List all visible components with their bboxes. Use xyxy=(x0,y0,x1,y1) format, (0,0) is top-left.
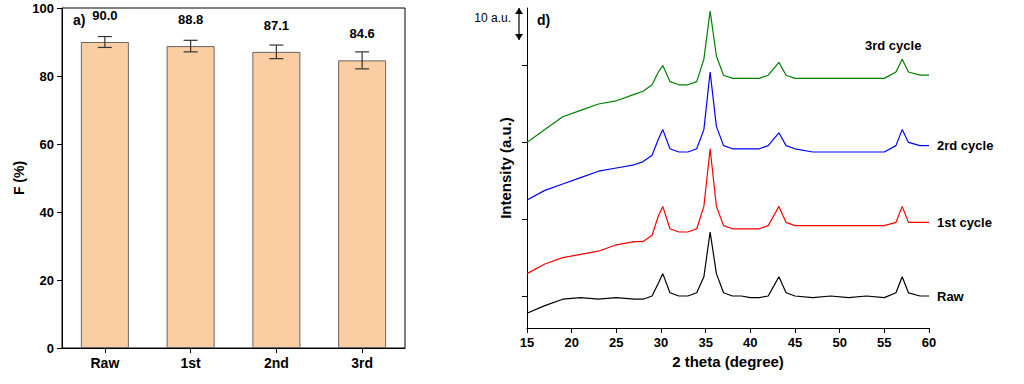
svg-text:88.8: 88.8 xyxy=(178,12,203,27)
svg-text:20: 20 xyxy=(564,335,578,350)
svg-text:2rd cycle: 2rd cycle xyxy=(937,138,993,153)
svg-text:84.6: 84.6 xyxy=(349,26,374,41)
svg-text:90.0: 90.0 xyxy=(92,8,117,23)
svg-text:0: 0 xyxy=(47,341,54,356)
svg-text:55: 55 xyxy=(877,335,891,350)
svg-text:25: 25 xyxy=(609,335,623,350)
svg-text:100: 100 xyxy=(32,1,54,16)
svg-text:2 theta (degree): 2 theta (degree) xyxy=(672,353,784,370)
svg-text:1st cycle: 1st cycle xyxy=(937,215,992,230)
svg-text:45: 45 xyxy=(788,335,802,350)
svg-text:20: 20 xyxy=(40,273,54,288)
svg-text:a): a) xyxy=(73,12,85,28)
svg-text:10 a.u.: 10 a.u. xyxy=(474,11,511,25)
svg-text:87.1: 87.1 xyxy=(264,18,289,33)
svg-text:60: 60 xyxy=(922,335,936,350)
svg-text:35: 35 xyxy=(698,335,712,350)
svg-text:50: 50 xyxy=(832,335,846,350)
svg-text:d): d) xyxy=(537,12,550,28)
svg-text:80: 80 xyxy=(40,69,54,84)
svg-text:3rd cycle: 3rd cycle xyxy=(865,38,921,53)
svg-text:15: 15 xyxy=(520,335,534,350)
svg-text:Raw: Raw xyxy=(937,289,965,304)
svg-text:3rd: 3rd xyxy=(351,355,373,371)
svg-text:60: 60 xyxy=(40,137,54,152)
svg-text:2nd: 2nd xyxy=(264,355,289,371)
svg-text:30: 30 xyxy=(654,335,668,350)
svg-text:Raw: Raw xyxy=(90,355,119,371)
svg-text:F (%): F (%) xyxy=(11,161,27,195)
svg-text:40: 40 xyxy=(743,335,757,350)
svg-text:1st: 1st xyxy=(181,355,202,371)
svg-text:Intensity (a.u.): Intensity (a.u.) xyxy=(497,117,514,219)
svg-text:40: 40 xyxy=(40,205,54,220)
